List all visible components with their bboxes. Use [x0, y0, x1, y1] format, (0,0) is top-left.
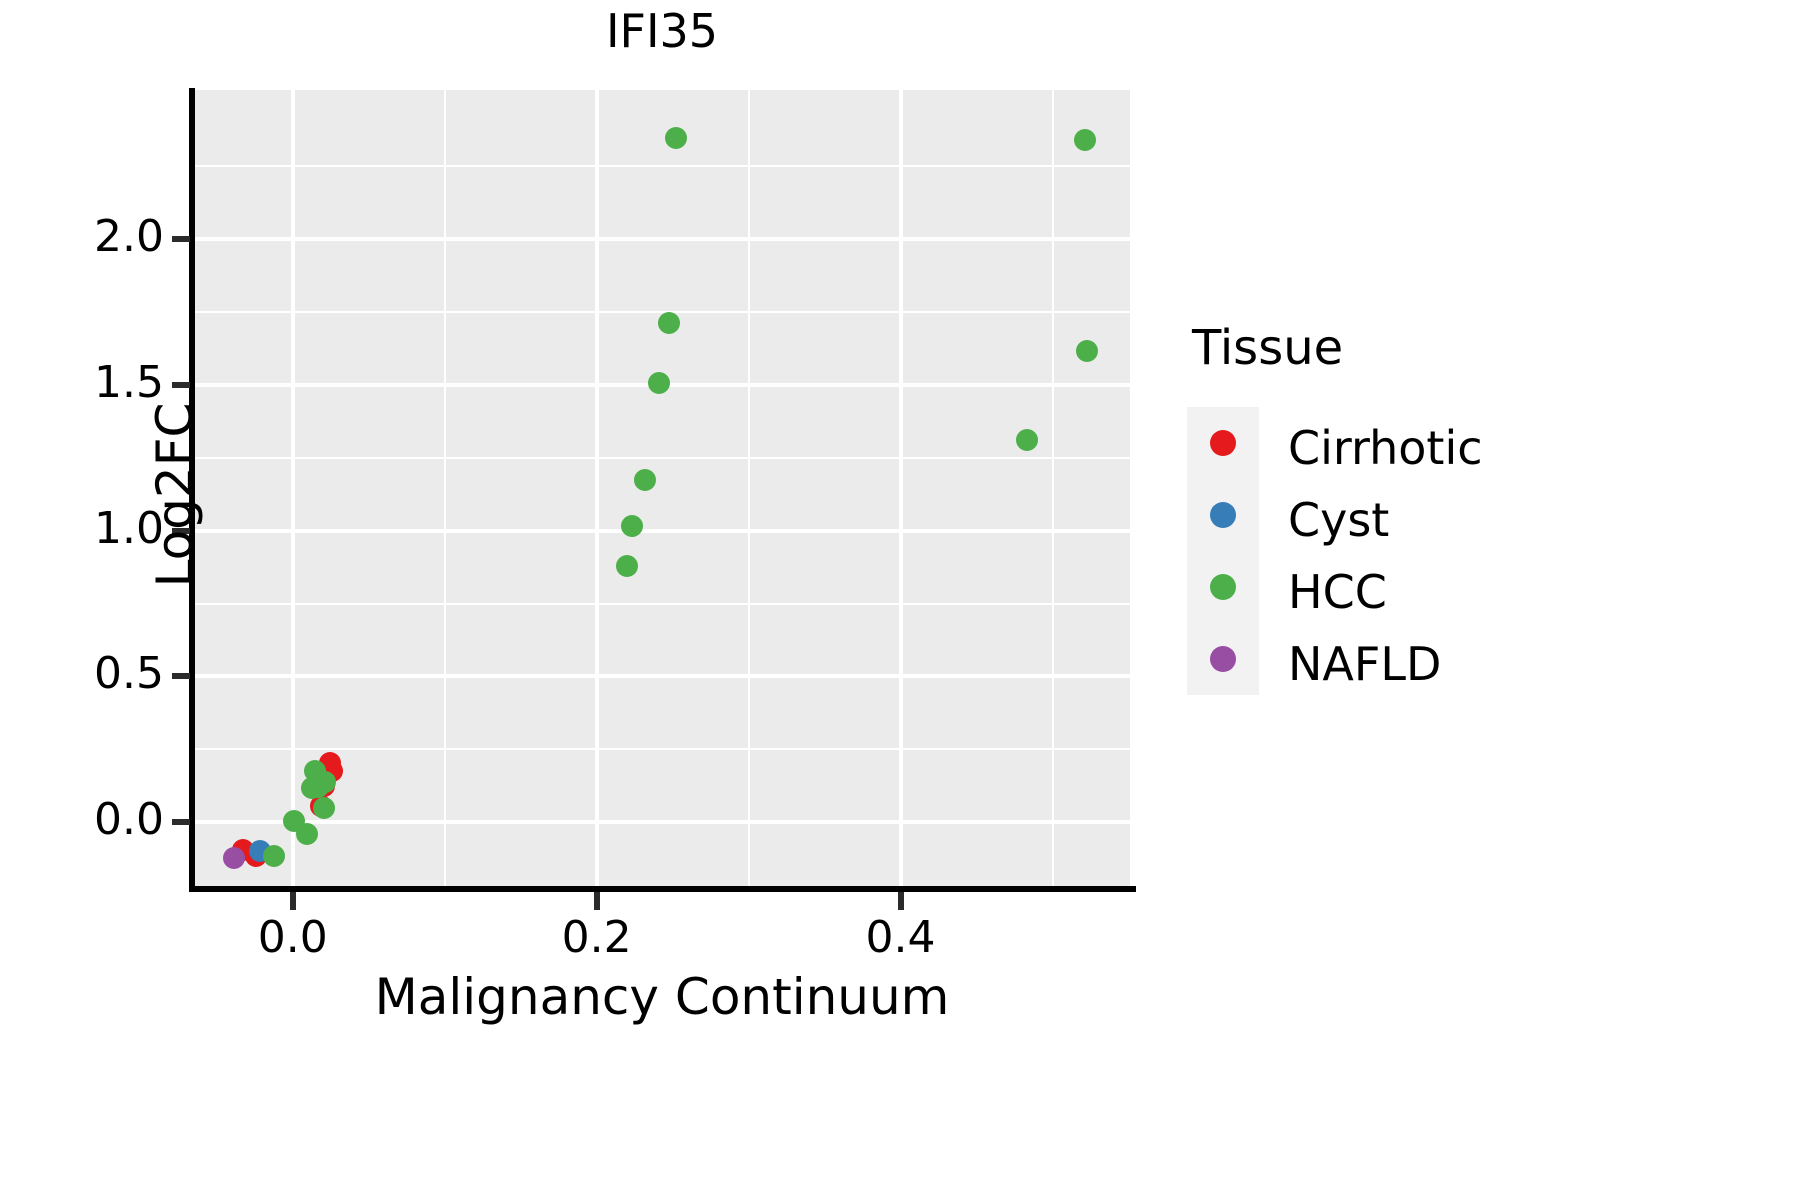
x-tick-mark	[897, 892, 904, 910]
gridline-minor-vertical	[747, 90, 750, 888]
y-tick-mark	[172, 819, 190, 826]
legend-label-cirrhotic: Cirrhotic	[1288, 421, 1483, 475]
data-point-hcc	[665, 127, 688, 150]
data-point-hcc	[634, 468, 657, 491]
legend-swatch-hcc-icon	[1210, 574, 1236, 600]
y-tick-label: 1.5	[94, 356, 164, 408]
y-tick-mark	[172, 381, 190, 388]
y-tick-label: 0.5	[94, 648, 164, 700]
x-tick-label: 0.4	[865, 912, 936, 963]
data-point-hcc	[657, 312, 680, 335]
x-tick-label: 0.2	[561, 912, 632, 963]
legend-swatch-cyst-icon	[1210, 502, 1236, 528]
data-point-hcc	[1015, 429, 1038, 452]
x-axis-title: Malignancy Continuum	[374, 968, 950, 1026]
gridline-major-horizontal	[194, 674, 1130, 679]
data-point-hcc	[620, 515, 643, 538]
y-tick-mark	[172, 527, 190, 534]
page-title: IFI35	[605, 4, 719, 58]
y-tick-label: 1.0	[94, 502, 164, 554]
gridline-major-horizontal	[194, 528, 1130, 533]
gridline-minor-vertical	[443, 90, 446, 888]
data-point-hcc	[296, 823, 319, 846]
plot-panel	[194, 90, 1130, 888]
gridline-minor-horizontal	[194, 748, 1130, 751]
legend-key-cyst[interactable]	[1187, 479, 1259, 551]
gridline-major-horizontal	[194, 820, 1130, 825]
legend-title: Tissue	[1192, 320, 1344, 376]
legend-label-cyst: Cyst	[1288, 493, 1390, 547]
legend-key-column	[1187, 407, 1259, 695]
gridline-major-vertical	[594, 90, 599, 888]
data-point-nafld	[223, 846, 246, 869]
legend-label-nafld: NAFLD	[1288, 637, 1442, 691]
legend-swatch-nafld-icon	[1210, 646, 1236, 672]
gridline-minor-vertical	[1051, 90, 1054, 888]
y-tick-label: 2.0	[94, 210, 164, 262]
legend-key-hcc[interactable]	[1187, 551, 1259, 623]
data-point-hcc	[1075, 340, 1098, 363]
data-point-hcc	[647, 372, 670, 395]
y-tick-mark	[172, 235, 190, 242]
x-tick-label: 0.0	[257, 912, 328, 963]
legend-label-hcc: HCC	[1288, 565, 1387, 619]
x-axis-line	[189, 886, 1136, 892]
gridline-minor-horizontal	[194, 164, 1130, 167]
y-axis-title: Log2FC	[146, 402, 204, 588]
data-point-hcc	[306, 776, 329, 799]
legend-key-nafld[interactable]	[1187, 623, 1259, 695]
gridline-major-vertical	[290, 90, 295, 888]
x-tick-mark	[289, 892, 296, 910]
gridline-major-horizontal	[194, 236, 1130, 241]
gridline-minor-horizontal	[194, 456, 1130, 459]
x-tick-mark	[593, 892, 600, 910]
gridline-major-vertical	[898, 90, 903, 888]
y-axis-line	[189, 88, 195, 892]
gridline-minor-horizontal	[194, 602, 1130, 605]
y-tick-mark	[172, 673, 190, 680]
legend-key-cirrhotic[interactable]	[1187, 407, 1259, 479]
gridline-minor-horizontal	[194, 310, 1130, 313]
data-point-hcc	[1074, 128, 1097, 151]
data-point-hcc	[262, 844, 285, 867]
legend-swatch-cirrhotic-icon	[1210, 430, 1236, 456]
y-tick-label: 0.0	[94, 794, 164, 846]
data-point-hcc	[616, 554, 639, 577]
data-point-hcc	[312, 796, 335, 819]
